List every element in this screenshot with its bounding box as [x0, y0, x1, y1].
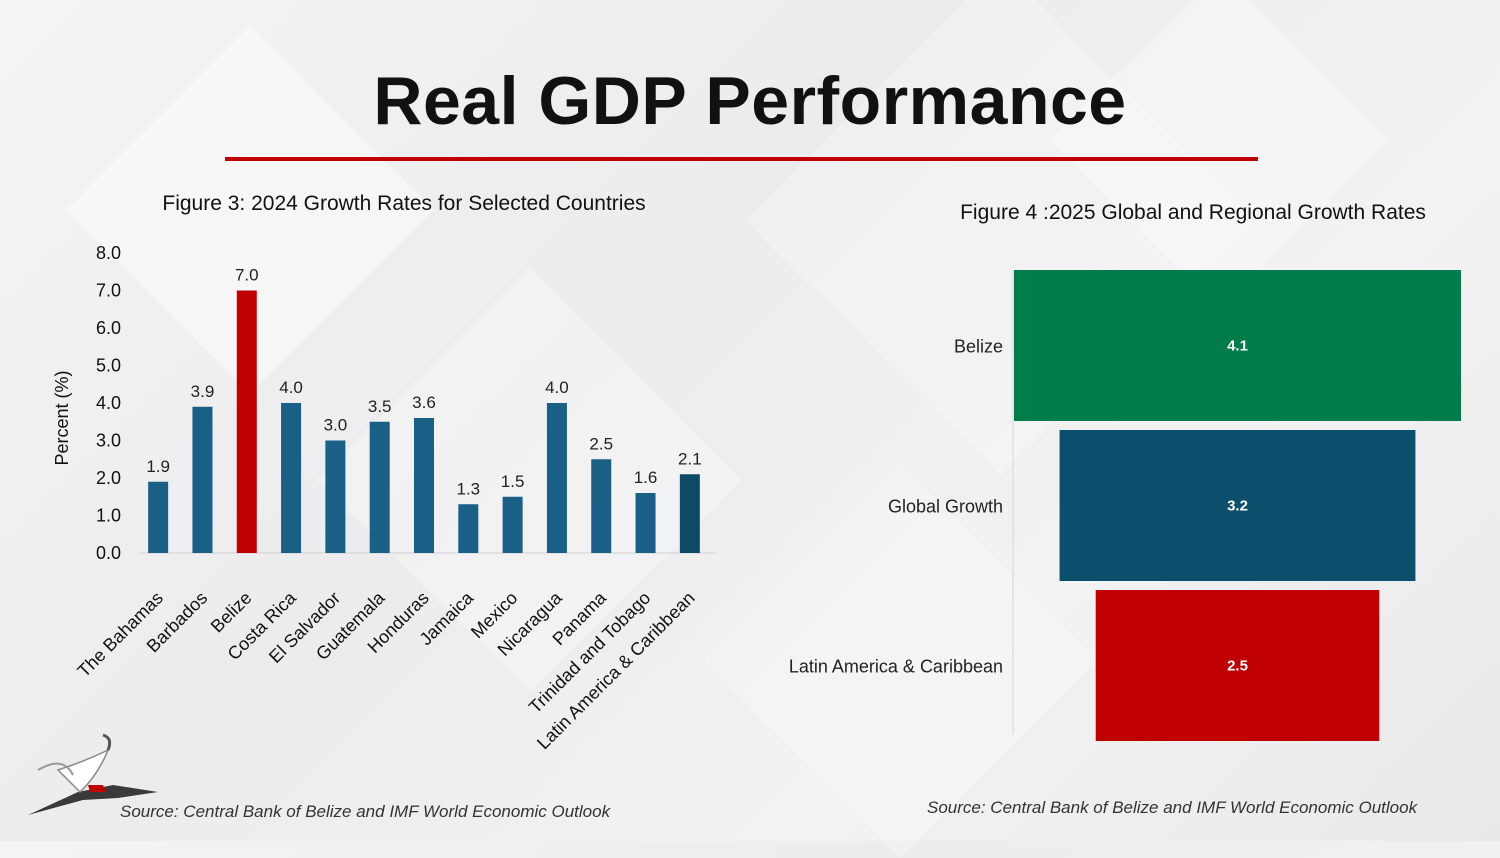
jabiru-bird-logo [28, 733, 158, 815]
figure4-category-label: Global Growth [888, 497, 1003, 517]
figure3-bar [591, 459, 612, 553]
figure3-source: Source: Central Bank of Belize and IMF W… [120, 802, 611, 821]
figure4-data-label: 4.1 [1227, 338, 1248, 355]
figure3-data-label: 1.5 [501, 472, 525, 491]
figure3-data-label: 3.9 [191, 382, 215, 401]
figure3-bar [414, 418, 434, 553]
figure3-y-tick-label: 4.0 [96, 393, 121, 413]
figure3-bar [281, 403, 302, 553]
figure3-y-tick-label: 7.0 [96, 281, 121, 301]
figure4-data-label: 2.5 [1227, 658, 1248, 675]
figure3-data-label: 3.6 [412, 393, 436, 412]
figure3-data-label: 4.0 [545, 378, 569, 397]
figure4-bar [1014, 270, 1461, 421]
figure3-bar [635, 493, 656, 553]
figure4-category-label: Belize [954, 337, 1003, 357]
figure3-bar [325, 440, 346, 553]
figure3-y-tick-label: 8.0 [96, 243, 121, 263]
figure3-bar [236, 290, 257, 553]
figure3-data-label: 3.5 [368, 397, 392, 416]
figure3-data-label: 1.9 [146, 457, 170, 476]
figure3-data-label: 2.5 [589, 434, 613, 453]
figure3-bar [458, 504, 479, 553]
figure4-category-label: Latin America & Caribbean [789, 657, 1003, 677]
figure3-y-tick-label: 0.0 [96, 543, 121, 563]
figure3-data-label: 2.1 [678, 449, 702, 468]
figure3-data-label: 7.0 [235, 266, 259, 285]
figure3-y-tick-label: 1.0 [96, 506, 121, 526]
figure3-y-tick-label: 3.0 [96, 431, 121, 451]
figure4-data-label: 3.2 [1227, 498, 1248, 515]
figure3-bar [148, 481, 169, 553]
figure4-bar [1059, 430, 1416, 581]
figure4-title: Figure 4 :2025 Global and Regional Growt… [960, 201, 1426, 224]
figure3-y-tick-label: 6.0 [96, 318, 121, 338]
slide-title: Real GDP Performance [373, 63, 1127, 139]
title-divider [225, 157, 1258, 161]
figure3-data-label: 1.6 [634, 468, 658, 487]
figure4-bar [1095, 590, 1380, 741]
figure4-source: Source: Central Bank of Belize and IMF W… [927, 798, 1418, 817]
figure3-y-axis-label: Percent (%) [52, 370, 72, 465]
figure3-data-label: 3.0 [324, 416, 348, 435]
figure3-data-label: 4.0 [279, 378, 303, 397]
figure3-bar [679, 474, 700, 553]
figure3-title: Figure 3: 2024 Growth Rates for Selected… [162, 192, 645, 215]
figure3-bar [502, 496, 523, 553]
figure3-y-tick-label: 5.0 [96, 356, 121, 376]
figure3-data-label: 1.3 [456, 479, 480, 498]
figure3-y-tick-label: 2.0 [96, 468, 121, 488]
figure3-bar [369, 421, 390, 553]
figure3-bar [192, 406, 213, 553]
figure3-bar [546, 403, 567, 553]
